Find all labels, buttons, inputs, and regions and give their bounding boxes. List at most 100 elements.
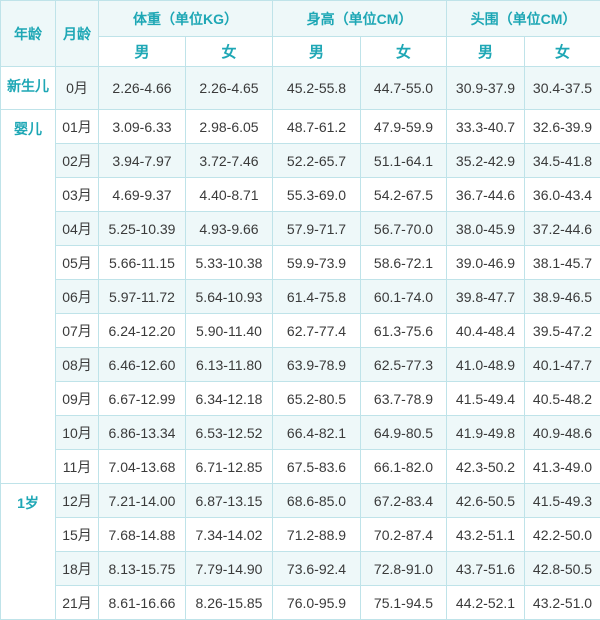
month-cell: 11月 (56, 450, 99, 484)
height-header: 身高（单位CM） (273, 1, 447, 37)
weight-female-cell: 5.64-10.93 (186, 280, 273, 314)
head-female-cell: 42.2-50.0 (525, 518, 600, 552)
height-female-cell: 51.1-64.1 (361, 144, 447, 178)
month-cell: 07月 (56, 314, 99, 348)
head-male-cell: 41.9-49.8 (447, 416, 525, 450)
head-male-cell: 35.2-42.9 (447, 144, 525, 178)
month-cell: 06月 (56, 280, 99, 314)
height-female-cell: 62.5-77.3 (361, 348, 447, 382)
head-male-cell: 30.9-37.9 (447, 67, 525, 110)
weight-female-cell: 6.13-11.80 (186, 348, 273, 382)
weight-female-cell: 6.87-13.15 (186, 484, 273, 518)
head-female-header: 女 (525, 37, 600, 67)
weight-male-cell: 7.68-14.88 (99, 518, 186, 552)
weight-female-cell: 6.53-12.52 (186, 416, 273, 450)
height-male-cell: 59.9-73.9 (273, 246, 361, 280)
height-male-cell: 63.9-78.9 (273, 348, 361, 382)
height-male-cell: 61.4-75.8 (273, 280, 361, 314)
month-cell: 01月 (56, 110, 99, 144)
head-female-cell: 40.1-47.7 (525, 348, 600, 382)
weight-male-cell: 4.69-9.37 (99, 178, 186, 212)
height-female-cell: 61.3-75.6 (361, 314, 447, 348)
height-male-cell: 48.7-61.2 (273, 110, 361, 144)
height-female-cell: 44.7-55.0 (361, 67, 447, 110)
header-row: 年龄 月龄 体重（单位KG） 身高（单位CM） 头围（单位CM） (1, 1, 600, 37)
head-female-cell: 32.6-39.9 (525, 110, 600, 144)
weight-male-cell: 7.04-13.68 (99, 450, 186, 484)
weight-male-cell: 6.67-12.99 (99, 382, 186, 416)
month-cell: 04月 (56, 212, 99, 246)
head-male-cell: 39.8-47.7 (447, 280, 525, 314)
height-male-cell: 66.4-82.1 (273, 416, 361, 450)
age-group-cell: 婴儿 (1, 110, 56, 484)
weight-female-cell: 5.90-11.40 (186, 314, 273, 348)
month-cell: 03月 (56, 178, 99, 212)
height-male-cell: 67.5-83.6 (273, 450, 361, 484)
month-cell: 18月 (56, 552, 99, 586)
head-female-cell: 37.2-44.6 (525, 212, 600, 246)
height-female-cell: 66.1-82.0 (361, 450, 447, 484)
height-male-cell: 55.3-69.0 (273, 178, 361, 212)
height-female-cell: 60.1-74.0 (361, 280, 447, 314)
month-cell: 0月 (56, 67, 99, 110)
weight-female-cell: 6.34-12.18 (186, 382, 273, 416)
weight-female-cell: 8.26-15.85 (186, 586, 273, 620)
head-male-cell: 41.5-49.4 (447, 382, 525, 416)
height-female-cell: 56.7-70.0 (361, 212, 447, 246)
head-circumference-header: 头围（单位CM） (447, 1, 600, 37)
weight-male-cell: 7.21-14.00 (99, 484, 186, 518)
height-male-cell: 45.2-55.8 (273, 67, 361, 110)
weight-female-cell: 2.98-6.05 (186, 110, 273, 144)
head-female-cell: 38.9-46.5 (525, 280, 600, 314)
head-male-header: 男 (447, 37, 525, 67)
height-male-cell: 76.0-95.9 (273, 586, 361, 620)
height-male-cell: 52.2-65.7 (273, 144, 361, 178)
head-male-cell: 41.0-48.9 (447, 348, 525, 382)
month-cell: 15月 (56, 518, 99, 552)
height-female-cell: 47.9-59.9 (361, 110, 447, 144)
head-female-cell: 36.0-43.4 (525, 178, 600, 212)
weight-male-cell: 5.66-11.15 (99, 246, 186, 280)
head-male-cell: 36.7-44.6 (447, 178, 525, 212)
head-female-cell: 41.3-49.0 (525, 450, 600, 484)
age-header: 年龄 (1, 1, 56, 67)
month-cell: 09月 (56, 382, 99, 416)
head-female-cell: 39.5-47.2 (525, 314, 600, 348)
head-female-cell: 41.5-49.3 (525, 484, 600, 518)
head-male-cell: 39.0-46.9 (447, 246, 525, 280)
weight-female-cell: 4.40-8.71 (186, 178, 273, 212)
height-female-header: 女 (361, 37, 447, 67)
head-male-cell: 42.3-50.2 (447, 450, 525, 484)
height-female-cell: 70.2-87.4 (361, 518, 447, 552)
weight-female-header: 女 (186, 37, 273, 67)
height-female-cell: 64.9-80.5 (361, 416, 447, 450)
height-male-cell: 71.2-88.9 (273, 518, 361, 552)
month-cell: 12月 (56, 484, 99, 518)
age-group-cell: 新生儿 (1, 67, 56, 110)
weight-header: 体重（单位KG） (99, 1, 273, 37)
weight-female-cell: 6.71-12.85 (186, 450, 273, 484)
head-male-cell: 43.2-51.1 (447, 518, 525, 552)
weight-male-cell: 3.09-6.33 (99, 110, 186, 144)
weight-male-cell: 3.94-7.97 (99, 144, 186, 178)
height-female-cell: 75.1-94.5 (361, 586, 447, 620)
height-male-cell: 65.2-80.5 (273, 382, 361, 416)
weight-male-cell: 8.61-16.66 (99, 586, 186, 620)
weight-female-cell: 4.93-9.66 (186, 212, 273, 246)
head-female-cell: 43.2-51.0 (525, 586, 600, 620)
weight-male-header: 男 (99, 37, 186, 67)
